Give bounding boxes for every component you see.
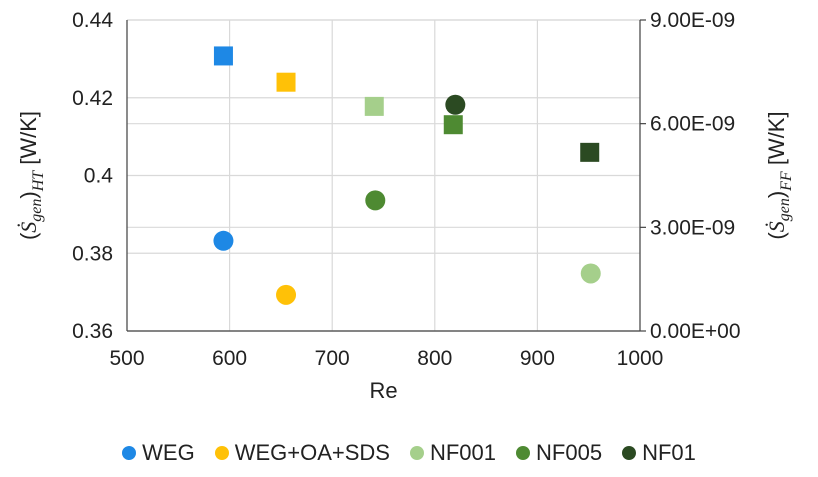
x-tick-label: 500 <box>109 347 144 370</box>
x-tick-label: 700 <box>315 347 350 370</box>
y-right-axis-title: (Ṡgen)FF [W/K] <box>764 111 795 239</box>
y-left-tick-label: 0.38 <box>72 242 113 265</box>
point-ff-weg-oa-sds <box>276 72 296 92</box>
legend-marker <box>122 446 137 460</box>
point-ff-nf001 <box>364 96 384 116</box>
y-right-tick-label: 0.00E+00 <box>650 320 741 343</box>
x-tick-label: 800 <box>417 347 452 370</box>
point-ff-nf005 <box>443 115 463 135</box>
point-ff-weg <box>213 46 233 66</box>
legend-item: WEG <box>122 440 195 466</box>
labels: 500 600 700 800 900 1000 0.36 0.38 0.4 0.42 0.44 0.… <box>16 9 795 403</box>
legend-item: NF005 <box>516 440 602 466</box>
point-ht-nf001 <box>580 263 601 284</box>
point-ff-nf01 <box>580 142 600 162</box>
y-left-tick-label: 0.42 <box>72 87 113 110</box>
legend-marker <box>214 446 229 460</box>
legend: WEG WEG+OA+SDS NF001 NF005 NF01 <box>0 440 818 466</box>
point-ht-weg <box>213 230 234 251</box>
legend-marker <box>516 446 531 460</box>
point-ht-nf01 <box>445 94 466 115</box>
y-left-axis-title: (Ṡgen)HT [W/K] <box>16 111 47 240</box>
legend-label: NF005 <box>536 440 603 465</box>
marks <box>213 46 601 305</box>
y-left-tick-label: 0.4 <box>84 165 114 188</box>
legend-label: WEG <box>142 440 195 465</box>
legend-item: NF01 <box>622 440 696 466</box>
y-left-tick-label: 0.36 <box>72 320 113 343</box>
legend-item: NF001 <box>409 440 497 466</box>
y-right-tick-label: 3.00E-09 <box>650 216 735 239</box>
legend-marker <box>622 446 637 460</box>
x-axis-title: Re <box>369 378 397 403</box>
point-ht-weg-oa-sds <box>276 284 297 305</box>
x-tick-label: 600 <box>212 347 247 370</box>
grid <box>126 19 641 332</box>
chart: 500 600 700 800 900 1000 0.36 0.38 0.4 0.42 0.44 0.… <box>16 9 795 403</box>
y-right-tick-label: 6.00E-09 <box>650 113 735 136</box>
legend-label: NF001 <box>429 440 497 465</box>
y-left-tick-label: 0.44 <box>72 9 113 32</box>
legend-label: NF01 <box>642 440 696 465</box>
axes <box>126 19 646 332</box>
legend-item: WEG+OA+SDS <box>214 440 390 466</box>
point-ht-nf005 <box>365 190 386 211</box>
x-tick-label: 1000 <box>617 347 664 370</box>
legend-label: WEG+OA+SDS <box>234 440 390 465</box>
legend-marker <box>409 446 424 460</box>
x-tick-label: 900 <box>520 347 555 370</box>
y-right-tick-label: 9.00E-09 <box>650 9 735 32</box>
